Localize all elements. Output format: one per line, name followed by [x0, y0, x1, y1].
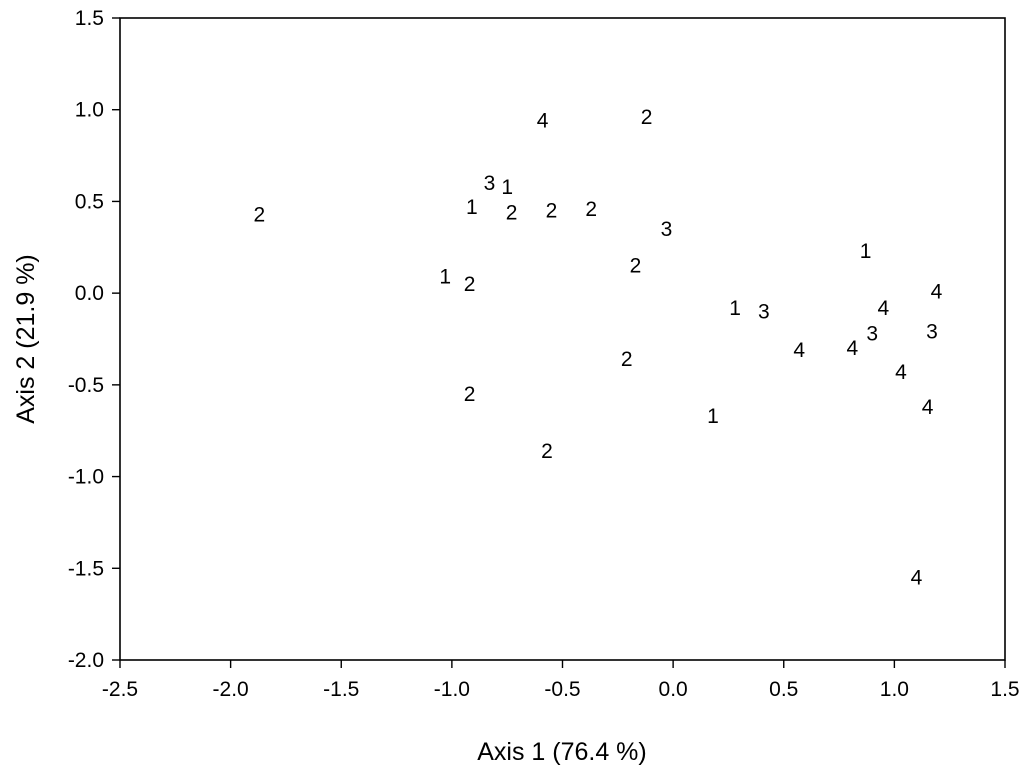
data-point-label: 4: [895, 361, 907, 384]
data-point-label: 2: [541, 440, 553, 463]
y-tick-label: 0.0: [75, 282, 104, 305]
data-point-label: 4: [922, 396, 934, 419]
y-tick-label: -2.0: [68, 649, 104, 672]
x-tick-label: 1.5: [990, 678, 1019, 701]
data-point-label: 1: [860, 240, 872, 263]
data-point-label: 4: [931, 280, 943, 303]
data-point-label: 2: [254, 203, 266, 226]
y-tick-label: 0.5: [75, 190, 104, 213]
x-tick-label: 0.5: [769, 678, 798, 701]
data-point-label: 2: [464, 273, 476, 296]
x-tick-label: -1.0: [434, 678, 470, 701]
data-point-label: 2: [641, 106, 653, 129]
data-point-label: 2: [630, 255, 642, 278]
x-tick-label: 0.0: [659, 678, 688, 701]
y-axis-title: Axis 2 (21.9 %): [12, 254, 40, 424]
y-tick-label: 1.5: [75, 7, 104, 30]
data-point-label: 2: [546, 200, 558, 223]
data-point-label: 1: [439, 266, 451, 289]
y-axis-ticks: -2.0 -1.5 -1.0 -0.5 0.0 0.5 1.0 1.5: [68, 7, 120, 672]
x-tick-label: -0.5: [544, 678, 580, 701]
data-point-label: 4: [877, 297, 889, 320]
data-point-label: 2: [621, 348, 633, 371]
x-axis-ticks: -2.5 -2.0 -1.5 -1.0 -0.5 0.0 0.5 1.0 1.5: [102, 660, 1020, 701]
data-point-label: 3: [866, 322, 878, 345]
y-tick-label: -1.5: [68, 557, 104, 580]
data-point-label: 4: [911, 566, 923, 589]
data-point-label: 1: [501, 176, 513, 199]
data-point-label: 2: [464, 383, 476, 406]
data-point-label: 4: [846, 337, 858, 360]
data-point-label: 3: [661, 218, 673, 241]
data-point-label: 4: [793, 339, 805, 362]
data-point-label: 4: [537, 110, 549, 133]
x-tick-label: 1.0: [880, 678, 909, 701]
x-axis-title: Axis 1 (76.4 %): [477, 738, 647, 766]
data-point-label: 2: [585, 198, 597, 221]
x-tick-label: -2.5: [102, 678, 138, 701]
data-point-label: 1: [729, 297, 741, 320]
data-point-label: 1: [466, 196, 478, 219]
x-tick-label: -1.5: [323, 678, 359, 701]
data-point-label: 2: [506, 201, 518, 224]
data-point-label: 3: [484, 172, 496, 195]
data-point-label: 1: [707, 405, 719, 428]
y-tick-label: 1.0: [75, 99, 104, 122]
x-tick-label: -2.0: [213, 678, 249, 701]
y-tick-label: -1.0: [68, 466, 104, 489]
data-point-label: 3: [758, 300, 770, 323]
data-point-label: 3: [926, 321, 938, 344]
y-tick-label: -0.5: [68, 374, 104, 397]
